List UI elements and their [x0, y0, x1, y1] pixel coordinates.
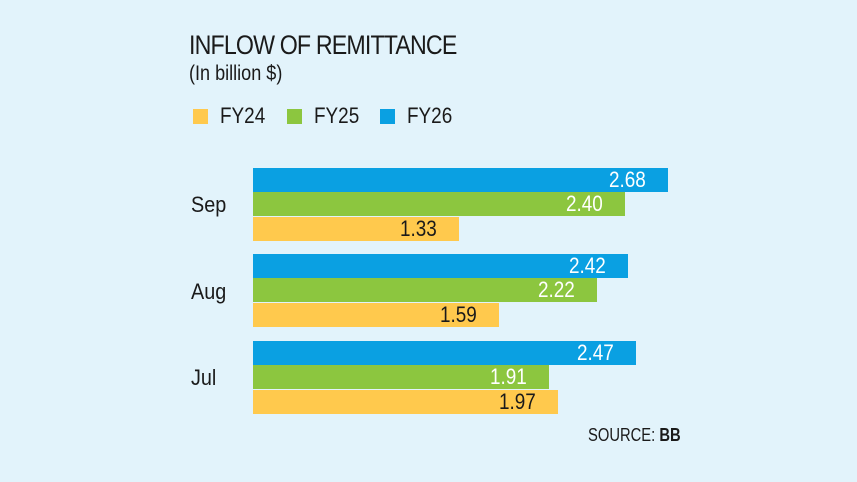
bar-sep-fy25: 2.40: [253, 191, 625, 217]
legend-item-fy26: FY26: [380, 103, 454, 129]
category-label-sep: Sep: [191, 192, 227, 217]
bar-value-label: 2.42: [569, 253, 606, 278]
legend: FY24 FY25 FY26: [193, 103, 474, 129]
bar-sep-fy26: 2.68: [253, 167, 668, 192]
source-value: BB: [659, 425, 681, 445]
bar-value-label: 1.91: [490, 364, 527, 390]
bar-aug-fy25: 2.22: [253, 277, 597, 303]
bar-sep-fy24: 1.33: [253, 215, 459, 241]
legend-swatch-fy25: [286, 108, 302, 124]
bar-value-label: 2.68: [609, 167, 646, 192]
category-label-jul: Jul: [191, 365, 217, 390]
legend-label: FY24: [220, 103, 266, 128]
bar-aug-fy24: 1.59: [253, 301, 499, 327]
source-note: SOURCE: BB: [588, 425, 681, 446]
legend-label: FY25: [313, 103, 359, 128]
bar-value-label: 2.22: [538, 277, 575, 303]
chart-subtitle: (In billion $): [189, 62, 283, 85]
legend-item-fy25: FY25: [286, 103, 361, 129]
chart-title: INFLOW OF REMITTANCE: [189, 30, 457, 60]
legend-label: FY26: [407, 103, 453, 128]
bar-value-label: 2.47: [577, 340, 614, 365]
legend-item-fy24: FY24: [193, 103, 267, 129]
category-label-aug: Aug: [191, 279, 227, 304]
bar-aug-fy26: 2.42: [253, 253, 628, 278]
legend-swatch-fy26: [380, 108, 396, 124]
legend-swatch-fy24: [193, 108, 208, 124]
bar-value-label: 1.59: [440, 301, 477, 327]
bar-value-label: 1.33: [400, 215, 437, 241]
bar-jul-fy26: 2.47: [253, 340, 636, 365]
bar-jul-fy24: 1.97: [253, 388, 558, 414]
bar-value-label: 2.40: [566, 191, 603, 217]
bar-jul-fy25: 1.91: [253, 364, 549, 390]
source-label: SOURCE:: [588, 425, 656, 445]
bar-value-label: 1.97: [499, 388, 536, 414]
